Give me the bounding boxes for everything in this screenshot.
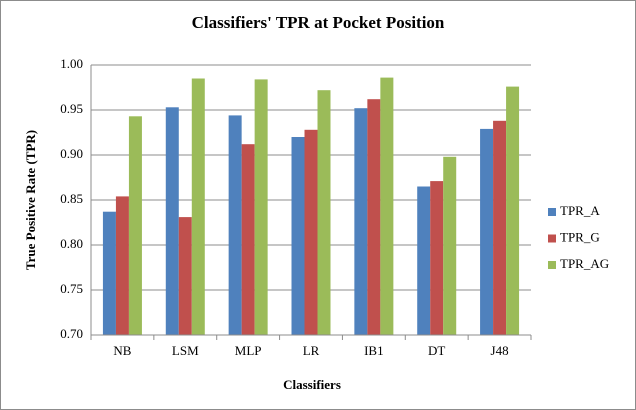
x-tick-label: DT — [428, 343, 445, 358]
legend-label: TPR_A — [560, 203, 600, 218]
bar — [304, 129, 318, 335]
bar — [115, 196, 129, 335]
bar — [317, 90, 331, 335]
legend-swatch — [548, 234, 556, 243]
bar — [165, 107, 179, 335]
x-tick-label: MLP — [235, 343, 262, 358]
x-tick-label: IB1 — [364, 343, 384, 358]
y-tick-label: 0.90 — [60, 146, 83, 161]
bar — [493, 120, 507, 335]
legend-swatch — [548, 208, 556, 216]
y-tick-label: 0.75 — [60, 281, 83, 296]
y-tick-label: 0.85 — [60, 191, 83, 206]
x-tick-label: NB — [113, 343, 131, 358]
bar — [241, 144, 255, 335]
bar — [128, 116, 142, 335]
y-tick-label: 0.80 — [60, 236, 83, 251]
bar — [291, 137, 305, 335]
bar — [178, 217, 192, 335]
bar — [506, 86, 520, 335]
x-tick-label: LSM — [172, 343, 199, 358]
y-tick-label: 0.70 — [60, 326, 83, 341]
bar — [380, 77, 394, 335]
legend-label: TPR_AG — [560, 256, 609, 271]
x-tick-label: J48 — [491, 343, 509, 358]
bar — [480, 128, 494, 335]
bar — [102, 211, 116, 335]
y-axis-label: True Positive Rate (TPR) — [23, 130, 38, 270]
x-axis-label: Classifiers — [283, 377, 341, 392]
bar — [443, 156, 457, 335]
x-tick-label: LR — [303, 343, 320, 358]
bar — [228, 115, 242, 336]
chart-title: Classifiers' TPR at Pocket Position — [192, 13, 445, 32]
y-tick-label: 1.00 — [60, 56, 83, 71]
legend-swatch — [548, 261, 556, 269]
bar — [430, 181, 444, 335]
bar — [417, 186, 431, 335]
legend-label: TPR_G — [560, 229, 600, 244]
bar — [367, 99, 381, 335]
bar — [354, 108, 368, 335]
bar — [254, 79, 268, 336]
y-tick-label: 0.95 — [60, 101, 83, 116]
bar — [191, 78, 205, 335]
